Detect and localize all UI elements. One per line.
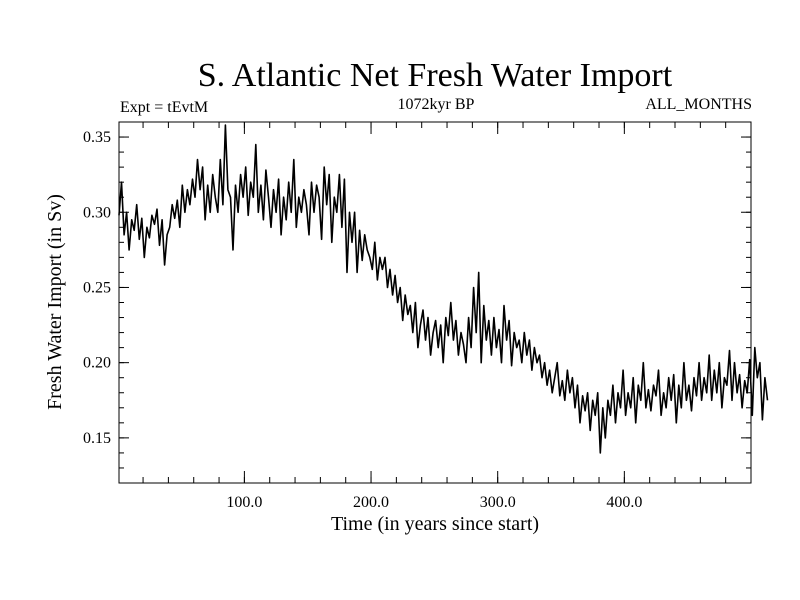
x-axis-label: Time (in years since start) xyxy=(331,513,539,535)
x-tick-label: 300.0 xyxy=(480,494,516,511)
months-label: ALL_MONTHS xyxy=(645,96,752,113)
plot-frame xyxy=(118,121,752,484)
y-tick-label: 0.15 xyxy=(83,430,111,447)
y-tick-label: 0.25 xyxy=(83,279,111,296)
y-tick-label: 0.20 xyxy=(83,355,111,372)
series-line-fresh-water-import xyxy=(118,124,769,454)
y-tick-label: 0.30 xyxy=(83,204,111,221)
y-axis-label: Fresh Water Import (in Sv) xyxy=(44,194,66,410)
y-tick-label: 0.35 xyxy=(83,129,111,146)
chart-title: S. Atlantic Net Fresh Water Import xyxy=(198,57,673,94)
x-tick-label: 200.0 xyxy=(353,494,389,511)
experiment-label: Expt = tEvtM xyxy=(120,99,208,116)
series-group xyxy=(118,124,769,454)
axis-ticks: 100.0 200.0 300.0 400.0 0.15 0.20 0.25 0.30 0.35 xyxy=(83,122,752,511)
period-label: 1072kyr BP xyxy=(398,96,475,113)
x-tick-label: 100.0 xyxy=(226,494,262,511)
x-tick-label: 400.0 xyxy=(606,494,642,511)
